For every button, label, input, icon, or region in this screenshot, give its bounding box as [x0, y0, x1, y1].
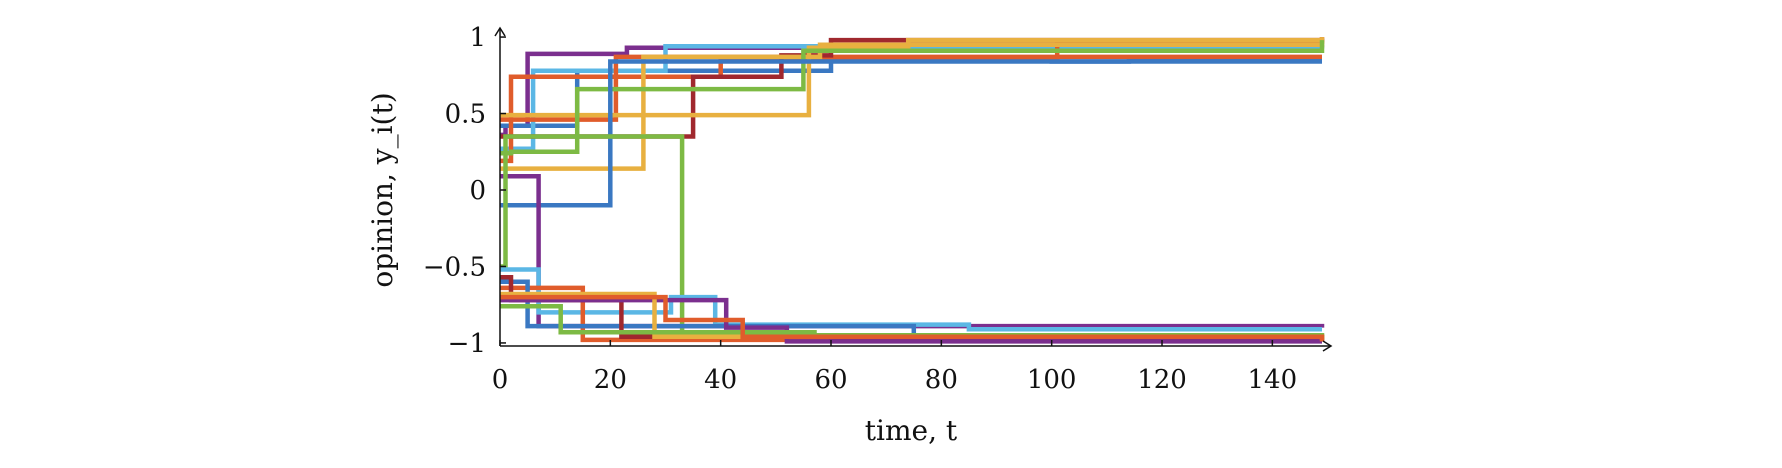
x-tick-label: 20	[594, 365, 627, 395]
x-axis-label: time, t	[865, 414, 958, 447]
y-axis-label: opinion, y_i(t)	[366, 92, 399, 287]
series-line-13	[500, 267, 1322, 332]
y-tick-label: 0	[469, 176, 486, 206]
y-axis-arrow	[494, 26, 506, 37]
series-line-17	[500, 297, 1322, 344]
x-tick-label: 40	[704, 365, 737, 395]
labels-layer: time, t opinion, y_i(t)	[366, 92, 958, 447]
series-line-20	[500, 294, 1325, 342]
series-line-9	[500, 40, 1325, 156]
y-tick-label: 1	[469, 23, 486, 53]
series-line-1	[500, 45, 1322, 138]
x-tick-label: 120	[1137, 365, 1187, 395]
y-tick-label: −0.5	[423, 252, 486, 282]
series-layer	[500, 37, 1325, 344]
axes-layer: 0 20 40 60 80 100 120 140 −1 −0.5 0 0.5 1	[423, 23, 1333, 395]
x-tick-label: 0	[492, 365, 509, 395]
x-tick-label: 80	[925, 365, 958, 395]
series-line-10	[500, 59, 1322, 208]
y-tick-label: −1	[448, 329, 486, 359]
x-tick-label: 140	[1248, 365, 1298, 395]
y-tick-label: 0.5	[445, 100, 486, 130]
x-tick-label: 100	[1027, 365, 1077, 395]
x-tick-label: 60	[814, 365, 847, 395]
x-axis-arrow	[1322, 340, 1333, 352]
